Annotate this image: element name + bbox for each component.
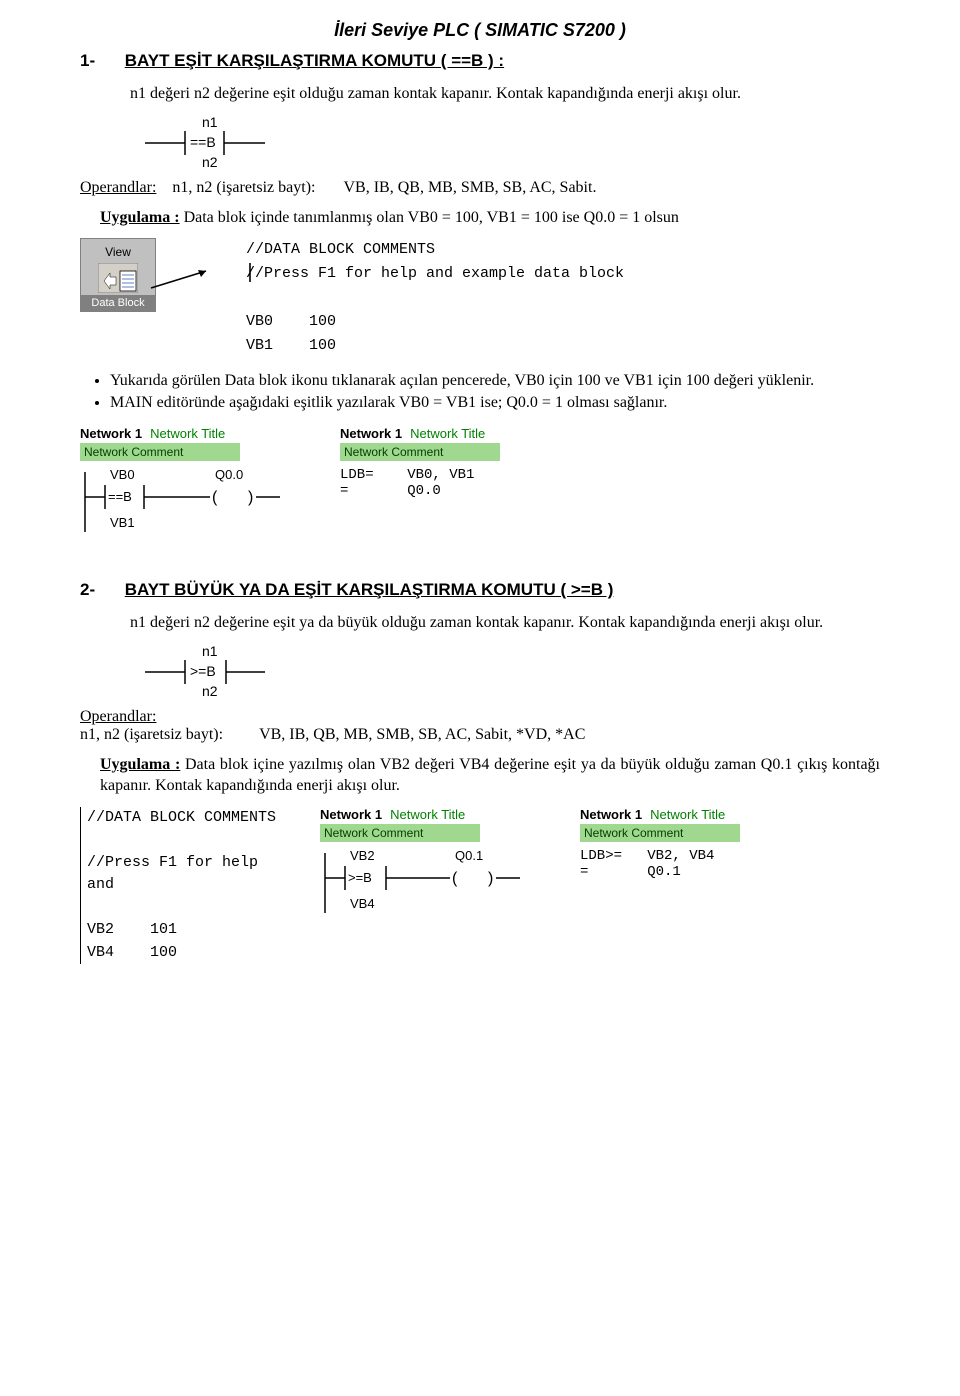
network-comment: Network Comment — [580, 824, 740, 842]
data-press-line: //Press F1 for help and example data blo… — [246, 265, 624, 282]
svg-text:==B: ==B — [190, 134, 216, 150]
operand-text: n1, n2 (işaretsiz bayt): — [80, 726, 223, 743]
svg-text:>=B: >=B — [190, 663, 216, 679]
view-label-top: View — [85, 243, 151, 261]
data-block-icon[interactable]: View Data Block — [80, 238, 156, 312]
network-title-green: Network Title — [150, 426, 225, 441]
operand-text: n1, n2 (işaretsiz bayt): — [172, 179, 315, 196]
data-row-val: 100 — [150, 944, 177, 961]
svg-text:VB4: VB4 — [350, 896, 375, 911]
data-row-addr: VB1 — [246, 337, 273, 354]
data-comments-line: //DATA BLOCK COMMENTS — [87, 807, 290, 830]
svg-text:(: ( — [212, 489, 218, 506]
ladder-network-2a: VB2 Q0.1 >=B ( ) VB4 — [320, 848, 530, 918]
data-row-addr: VB0 — [246, 313, 273, 330]
network-card-ladder-2: Network 1 Network Title Network Comment … — [320, 807, 550, 923]
operand-vals: VB, IB, QB, MB, SMB, SB, AC, Sabit, *VD,… — [259, 726, 585, 743]
bullet-item: Yukarıda görülen Data blok ikonu tıklana… — [110, 372, 880, 390]
network-card-stl: Network 1 Network Title Network Comment … — [340, 426, 570, 542]
data-block-text: //DATA BLOCK COMMENTS | //Press F1 for h… — [246, 238, 624, 358]
network-comment: Network Comment — [340, 443, 500, 461]
operand-vals: VB, IB, QB, MB, SMB, SB, AC, Sabit. — [343, 179, 596, 196]
ladder-network-1a: VB0 Q0.0 ==B ( ) VB1 — [80, 467, 290, 537]
operand-label: Operandlar: — [80, 179, 156, 196]
bullet-item: MAIN editöründe aşağıdaki eşitlik yazıla… — [110, 394, 880, 412]
svg-text:==B: ==B — [108, 489, 132, 504]
svg-text:Q0.1: Q0.1 — [455, 848, 483, 863]
network-title-bold: Network 1 — [340, 426, 402, 441]
network-title-green: Network Title — [410, 426, 485, 441]
data-row-addr: VB2 — [87, 921, 114, 938]
data-press-line: //Press F1 for help and — [87, 852, 290, 897]
uygulama-text: Data blok içine yazılmış olan VB2 değeri… — [100, 756, 880, 795]
data-block-glyph-icon — [98, 263, 138, 293]
section1-bullets: Yukarıda görülen Data blok ikonu tıklana… — [90, 372, 880, 412]
data-row-val: 100 — [309, 313, 336, 330]
network-title-bold: Network 1 — [580, 807, 642, 822]
svg-text:VB2: VB2 — [350, 848, 375, 863]
data-row-val: 101 — [150, 921, 177, 938]
svg-text:n1: n1 — [202, 115, 218, 130]
section2-para1: n1 değeri n2 değerine eşit ya da büyük o… — [80, 612, 880, 634]
svg-text:>=B: >=B — [348, 870, 372, 885]
network-title-green: Network Title — [390, 807, 465, 822]
section2-uygulama: Uygulama : Data blok içine yazılmış olan… — [100, 754, 880, 797]
section2-num: 2- — [80, 580, 120, 600]
ladder-diagram-1: n1 ==B n2 — [140, 115, 280, 173]
network-title-green: Network Title — [650, 807, 725, 822]
uygulama-label: Uygulama : — [100, 756, 180, 773]
svg-text:n2: n2 — [202, 154, 218, 170]
ladder-diagram-2: n1 >=B n2 — [140, 644, 280, 702]
svg-text:): ) — [248, 489, 253, 506]
view-label-bot: Data Block — [81, 295, 155, 311]
section1-operand-line: Operandlar: n1, n2 (işaretsiz bayt): VB,… — [80, 179, 880, 197]
svg-text:VB0: VB0 — [110, 467, 135, 482]
svg-text:): ) — [488, 870, 493, 887]
data-comments-line: //DATA BLOCK COMMENTS — [246, 238, 624, 262]
section2-bottom-row: //DATA BLOCK COMMENTS //Press F1 for hel… — [80, 807, 880, 965]
section1-title: 1- BAYT EŞİT KARŞILAŞTIRMA KOMUTU ( ==B … — [80, 51, 880, 71]
section1-num: 1- — [80, 51, 120, 71]
data-row-addr: VB4 — [87, 944, 114, 961]
network-comment: Network Comment — [320, 824, 480, 842]
svg-text:Q0.0: Q0.0 — [215, 467, 243, 482]
stl-code: LDB= VB0, VB1 = Q0.0 — [340, 467, 570, 499]
network-card-stl-2: Network 1 Network Title Network Comment … — [580, 807, 810, 880]
document-header: İleri Seviye PLC ( SIMATIC S7200 ) — [80, 20, 880, 41]
svg-text:(: ( — [452, 870, 458, 887]
network-card-ladder: Network 1 Network Title Network Comment … — [80, 426, 310, 542]
svg-text:VB1: VB1 — [110, 515, 135, 530]
network-comment: Network Comment — [80, 443, 240, 461]
section2-title-text: BAYT BÜYÜK YA DA EŞİT KARŞILAŞTIRMA KOMU… — [125, 580, 614, 599]
svg-text:n1: n1 — [202, 644, 218, 659]
section1-networks: Network 1 Network Title Network Comment … — [80, 426, 880, 542]
operand-label: Operandlar: — [80, 708, 156, 725]
data-row-val: 100 — [309, 337, 336, 354]
arrow-icon — [146, 263, 216, 313]
svg-text:n2: n2 — [202, 683, 218, 699]
section1-title-text: BAYT EŞİT KARŞILAŞTIRMA KOMUTU ( ==B ) : — [125, 51, 504, 70]
uygulama-label: Uygulama : — [100, 209, 180, 226]
section2-operand-line: Operandlar: n1, n2 (işaretsiz bayt): VB,… — [80, 708, 880, 744]
section2-title: 2- BAYT BÜYÜK YA DA EŞİT KARŞILAŞTIRMA K… — [80, 580, 880, 600]
section1-para1: n1 değeri n2 değerine eşit olduğu zaman … — [80, 83, 880, 105]
stl-code: LDB>= VB2, VB4 = Q0.1 — [580, 848, 810, 880]
data-block-text-2: //DATA BLOCK COMMENTS //Press F1 for hel… — [80, 807, 290, 965]
network-title-bold: Network 1 — [320, 807, 382, 822]
section1-uygulama: Uygulama : Data blok içinde tanımlanmış … — [100, 207, 880, 229]
network-title-bold: Network 1 — [80, 426, 142, 441]
uygulama-text: Data blok içinde tanımlanmış olan VB0 = … — [184, 209, 679, 226]
